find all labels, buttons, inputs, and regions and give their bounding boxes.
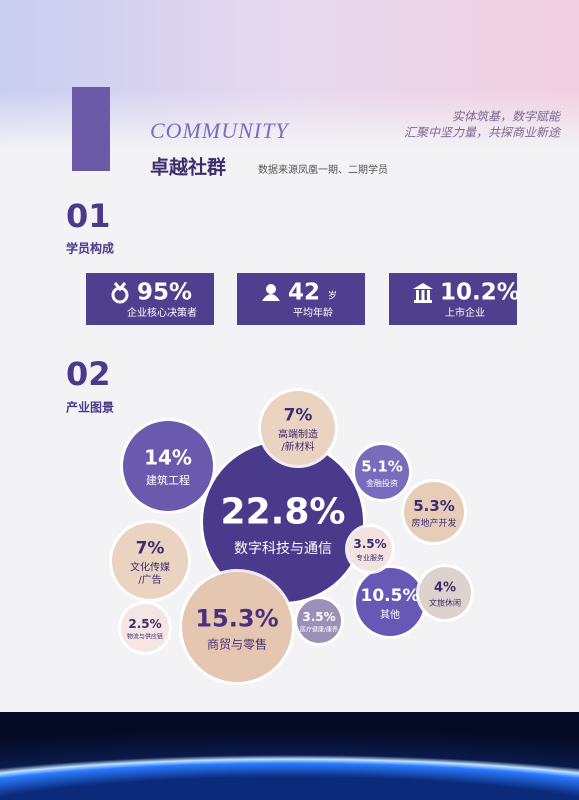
title: 卓越社群	[150, 156, 226, 179]
bubble	[203, 442, 363, 602]
stat-box	[389, 273, 517, 325]
slogan: 汇聚中坚力量，共探商业新途	[404, 126, 562, 140]
bubble-value: 7%	[284, 406, 313, 426]
slogan: 实体筑基，数字赋能	[452, 110, 562, 124]
brand: COMMUNITY	[150, 118, 290, 143]
earth-image	[0, 712, 579, 800]
section-number: 02	[66, 355, 111, 393]
bubble-value: 3.5%	[302, 610, 335, 624]
bubble-label: 高端制造	[278, 428, 318, 441]
subtitle: 数据来源凤凰一期、二期学员	[258, 163, 388, 176]
bubble	[112, 523, 188, 599]
bubble	[348, 527, 392, 571]
bubble-label: /新材料	[281, 440, 314, 453]
stat-label: 企业核心决策者	[127, 306, 197, 319]
stat-label: 平均年龄	[293, 306, 333, 319]
bubble	[404, 482, 464, 542]
stat-value: 42	[288, 280, 320, 306]
bubble-label: 文化传媒	[130, 561, 170, 574]
section-title: 学员构成	[66, 241, 114, 256]
bubble	[182, 572, 292, 682]
bubble	[121, 604, 169, 652]
bubble-value: 14%	[144, 446, 192, 470]
bubble	[419, 567, 471, 619]
bubble-value: 3.5%	[353, 537, 386, 551]
bubble-value: 15.3%	[195, 605, 278, 633]
stat-box	[237, 273, 365, 325]
bubble-label: /广告	[138, 573, 161, 586]
bubble	[297, 599, 341, 643]
bubble	[123, 421, 213, 511]
bubble-value: 4%	[434, 581, 456, 596]
bubble-label: 房地产开发	[411, 517, 456, 529]
stat-value: 10.2%	[440, 280, 520, 306]
bubble	[261, 391, 335, 465]
section-title: 产业图景	[66, 400, 114, 415]
bubble	[355, 445, 409, 499]
stat-box	[86, 273, 214, 325]
stat-unit: 岁	[328, 290, 337, 302]
bubble-value: 5.1%	[361, 458, 403, 476]
icon	[413, 283, 433, 303]
icon	[262, 294, 280, 301]
bubble-label: 文旅休闲	[429, 597, 461, 607]
icon	[113, 282, 127, 292]
bubble	[356, 568, 424, 636]
bubble-label: 商贸与零售	[207, 637, 267, 652]
stat-label: 上市企业	[445, 306, 485, 319]
bubble-value: 5.3%	[413, 497, 455, 515]
accent-block	[72, 87, 110, 171]
bubble-value: 10.5%	[361, 586, 420, 606]
bubble-label: 其他	[380, 608, 400, 621]
bubble-value: 7%	[136, 539, 165, 559]
bubble-label: 金融投资	[366, 478, 398, 488]
bubble-value: 2.5%	[128, 617, 161, 631]
bubble-label: 专业服务	[356, 553, 384, 562]
icon	[266, 284, 276, 294]
bubble-label: 建筑工程	[146, 473, 190, 487]
bubble-value: 22.8%	[221, 491, 346, 532]
bubble-label: 数字科技与通信	[234, 541, 332, 557]
section-number: 01	[66, 197, 111, 235]
stat-value: 95%	[137, 280, 192, 306]
bubble-label: 医疗健康/康养	[300, 626, 338, 634]
bubble-label: 物流与供应链	[127, 633, 163, 641]
